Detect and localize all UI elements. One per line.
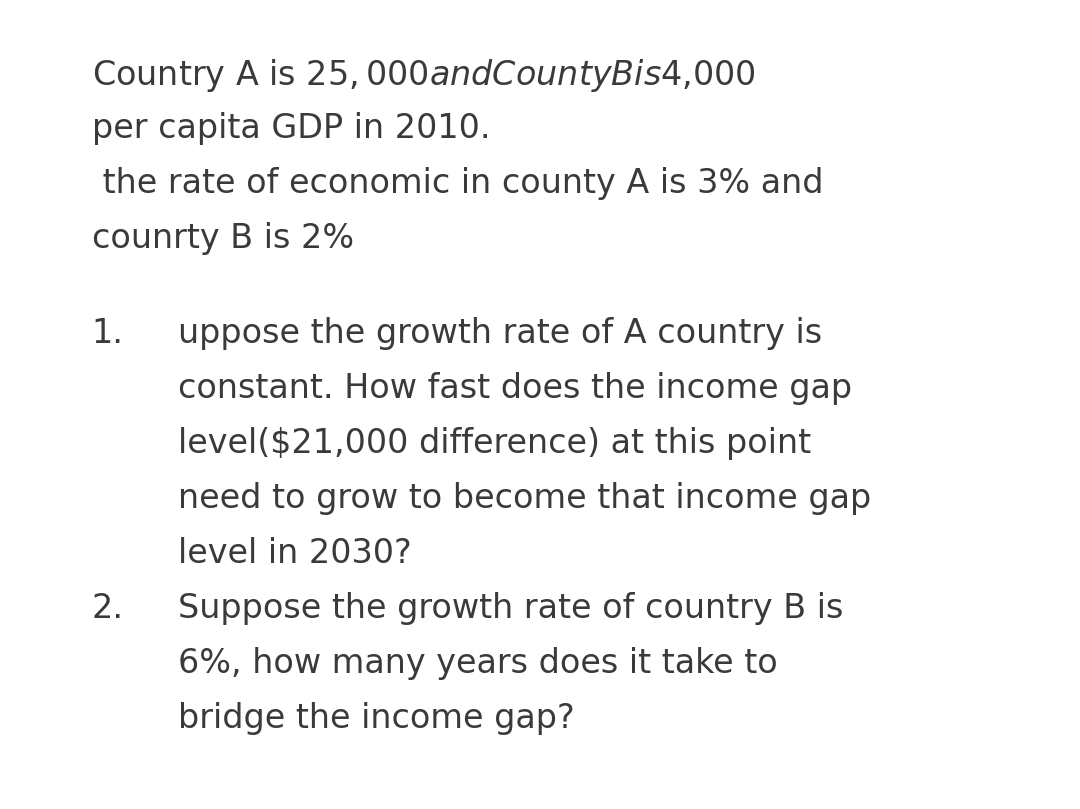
Text: 6%, how many years does it take to: 6%, how many years does it take to [178, 647, 778, 680]
Text: level in 2030?: level in 2030? [178, 537, 411, 570]
Text: Country A is $25,000 and County B is $4,000: Country A is $25,000 and County B is $4,… [92, 57, 756, 94]
Text: the rate of economic in county A is 3% and: the rate of economic in county A is 3% a… [92, 167, 823, 200]
Text: uppose the growth rate of A country is: uppose the growth rate of A country is [178, 317, 822, 350]
Text: bridge the income gap?: bridge the income gap? [178, 702, 575, 735]
Text: need to grow to become that income gap: need to grow to become that income gap [178, 482, 872, 515]
Text: constant. How fast does the income gap: constant. How fast does the income gap [178, 372, 852, 405]
Text: per capita GDP in 2010.: per capita GDP in 2010. [92, 112, 490, 145]
Text: 1.: 1. [92, 317, 124, 350]
Text: Suppose the growth rate of country B is: Suppose the growth rate of country B is [178, 592, 843, 625]
Text: level($21,000 difference) at this point: level($21,000 difference) at this point [178, 427, 811, 460]
Text: counrty B is 2%: counrty B is 2% [92, 222, 354, 255]
Text: 2.: 2. [92, 592, 124, 625]
